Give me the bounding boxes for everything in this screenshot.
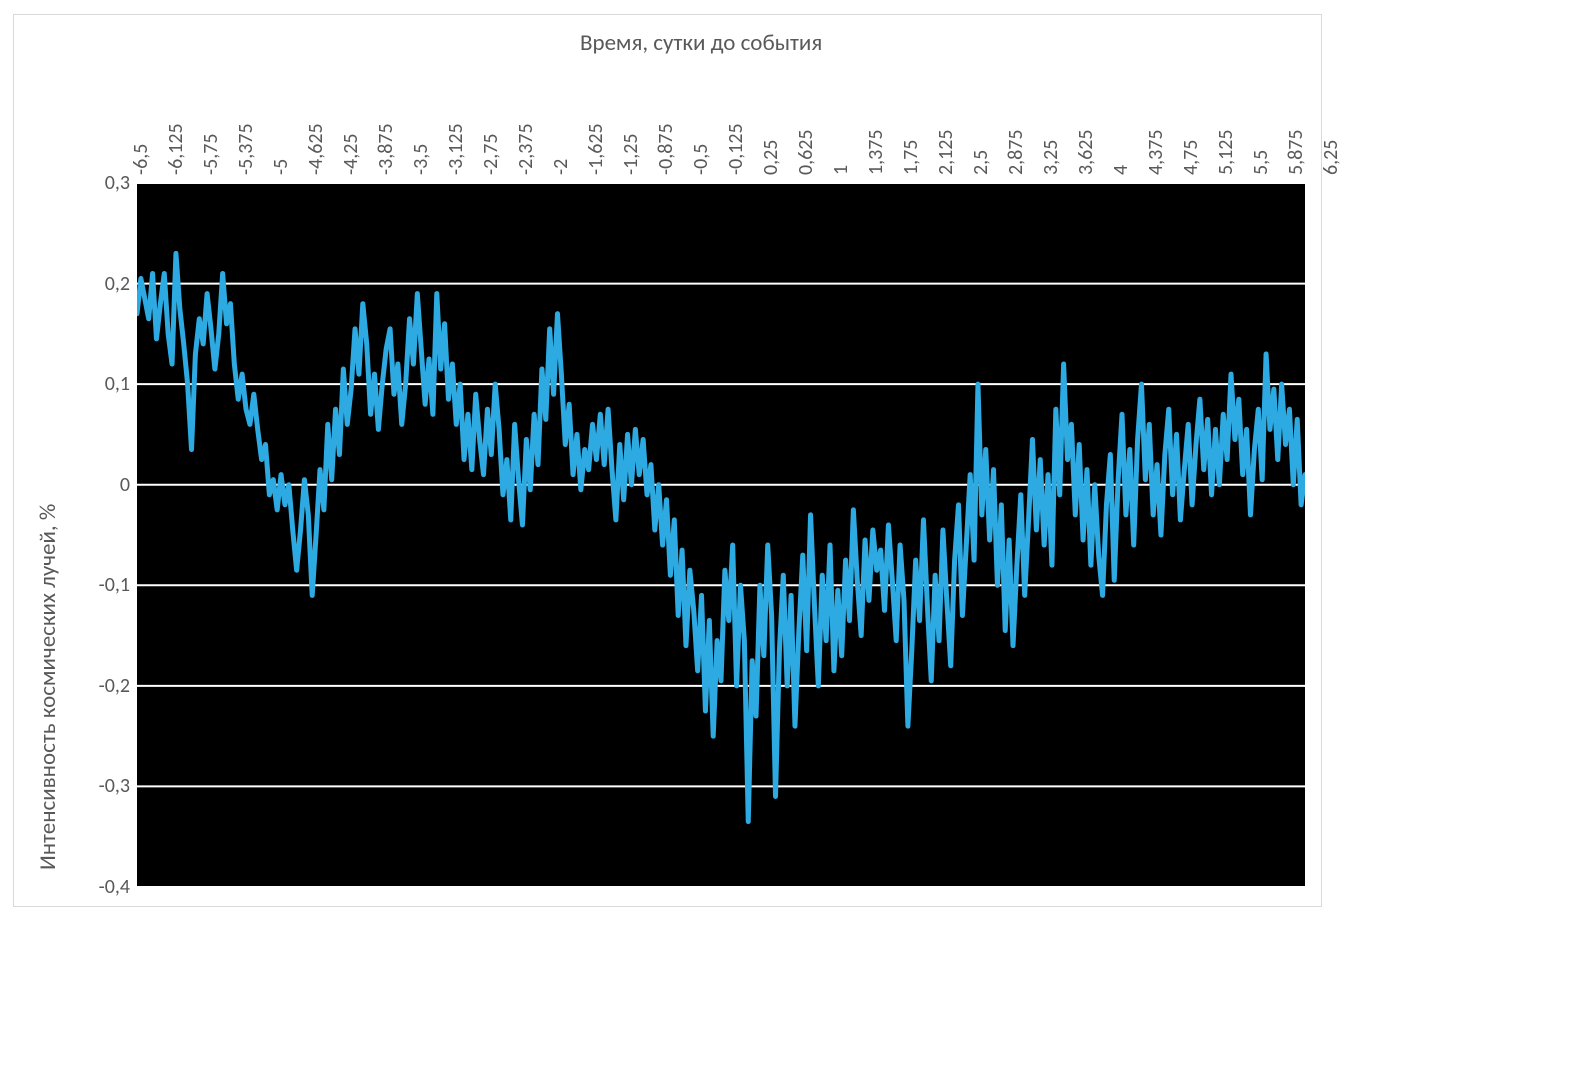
y-tick-label: 0,3 <box>70 171 130 195</box>
x-tick-label: -2 <box>549 159 573 175</box>
x-tick-label: 5,125 <box>1214 129 1238 175</box>
x-tick-label: 3,625 <box>1074 129 1098 175</box>
x-tick-label: 0,625 <box>794 129 818 175</box>
x-tick-label: -5 <box>269 159 293 175</box>
x-tick-label: -5,375 <box>234 123 258 175</box>
x-axis-title: Время, сутки до события <box>580 29 822 57</box>
x-tick-label: -3,875 <box>374 123 398 175</box>
x-tick-label: 3,25 <box>1039 140 1063 175</box>
x-tick-label: 1,375 <box>864 129 888 175</box>
x-tick-label: 4,375 <box>1144 129 1168 175</box>
x-tick-label: 6,25 <box>1319 140 1343 175</box>
y-tick-label: 0 <box>70 473 130 497</box>
y-tick-label: -0,2 <box>70 674 130 698</box>
x-tick-label: 4 <box>1109 165 1133 175</box>
plot-svg <box>137 183 1305 887</box>
x-tick-label: -5,75 <box>199 133 223 175</box>
y-tick-label: -0,1 <box>70 573 130 597</box>
x-tick-label: 5,5 <box>1249 150 1273 175</box>
x-tick-label: 0,25 <box>759 140 783 175</box>
y-tick-label: -0,3 <box>70 774 130 798</box>
x-tick-label: -4,25 <box>339 133 363 175</box>
plot-area <box>137 183 1305 887</box>
x-tick-label: -4,625 <box>304 123 328 175</box>
y-tick-label: 0,1 <box>70 372 130 396</box>
x-tick-label: -6,5 <box>129 144 153 175</box>
x-tick-label: 2,125 <box>934 129 958 175</box>
x-tick-label: 1 <box>829 165 853 175</box>
x-tick-label: 2,875 <box>1004 129 1028 175</box>
x-tick-label: -0,5 <box>689 144 713 175</box>
y-tick-label: -0,4 <box>70 875 130 899</box>
x-tick-label: -2,375 <box>514 123 538 175</box>
x-tick-label: -2,75 <box>479 133 503 175</box>
x-tick-label: -0,125 <box>724 123 748 175</box>
x-tick-label: 4,75 <box>1179 140 1203 175</box>
x-tick-label: -1,25 <box>619 133 643 175</box>
x-tick-label: -6,125 <box>164 123 188 175</box>
x-tick-label: 5,875 <box>1284 129 1308 175</box>
y-axis-title: Интенсивность космических лучей, % <box>34 504 62 870</box>
x-tick-label: -1,625 <box>584 123 608 175</box>
x-tick-label: 1,75 <box>899 140 923 175</box>
x-tick-label: -3,125 <box>444 123 468 175</box>
x-tick-label: -0,875 <box>654 123 678 175</box>
y-tick-label: 0,2 <box>70 272 130 296</box>
x-tick-label: -3,5 <box>409 144 433 175</box>
x-tick-label: 2,5 <box>969 150 993 175</box>
